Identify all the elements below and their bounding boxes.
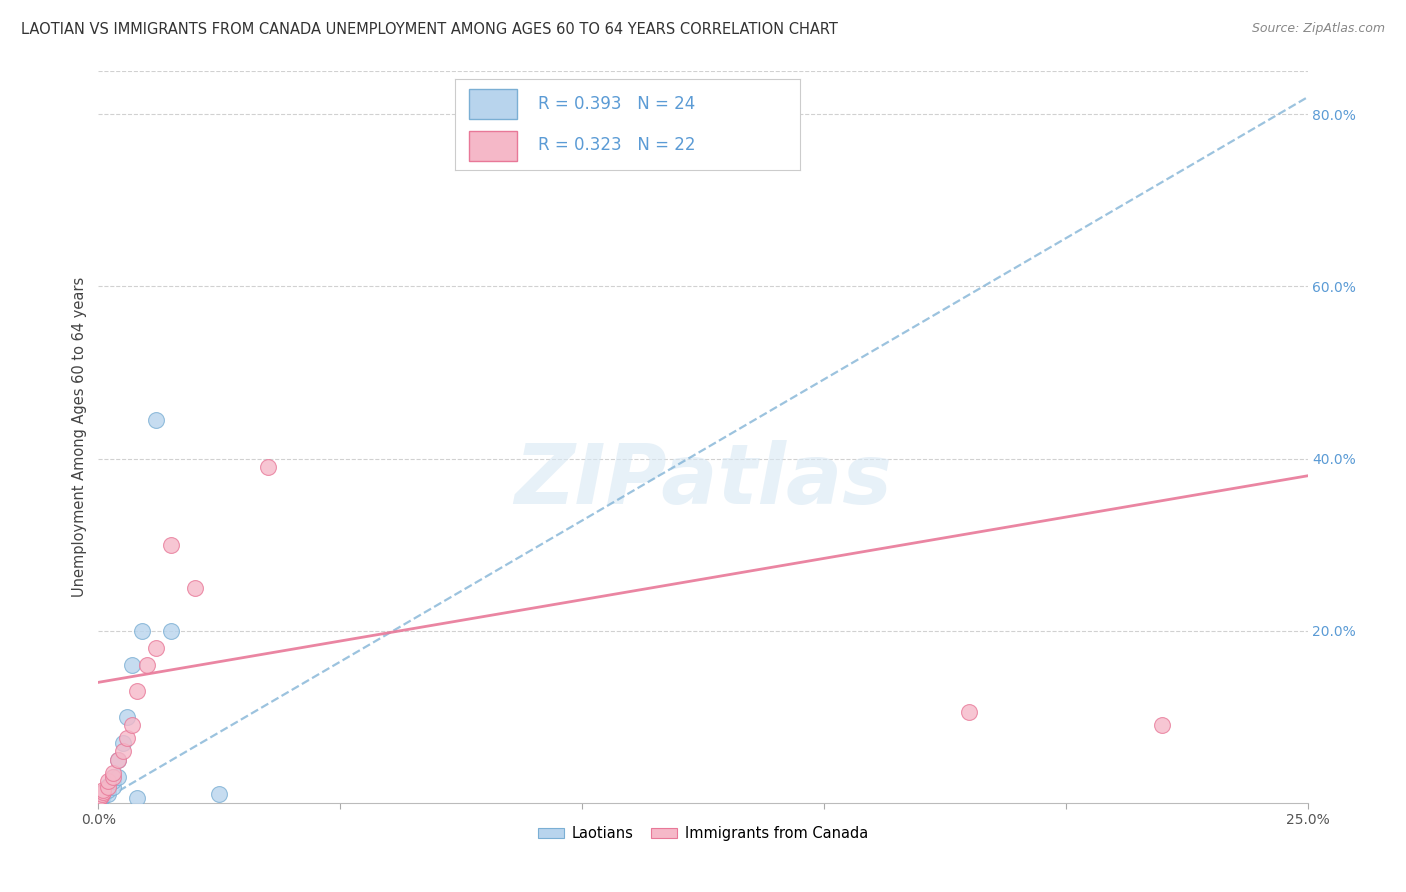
Point [145, 413, 167, 427]
Point [91, 785, 114, 799]
Point [101, 770, 124, 784]
Point [97, 779, 120, 793]
Point [101, 770, 124, 784]
Point [160, 538, 183, 552]
Point [89, 791, 111, 805]
Point [94, 783, 117, 797]
Point [91, 787, 114, 801]
Text: ZIPatlas: ZIPatlas [515, 441, 891, 522]
Point [1152, 718, 1174, 732]
Point [97, 787, 120, 801]
Legend: Laotians, Immigrants from Canada: Laotians, Immigrants from Canada [533, 820, 873, 847]
Point [160, 624, 183, 638]
Point [91, 789, 114, 803]
Point [111, 735, 134, 749]
Point [90, 789, 112, 804]
Point [117, 710, 139, 724]
Point [256, 460, 278, 475]
Point [89, 791, 111, 805]
Point [107, 770, 129, 784]
Point [97, 780, 120, 795]
Point [127, 684, 149, 698]
Point [101, 765, 124, 780]
Point [90, 789, 112, 803]
Point [101, 774, 124, 789]
Point [145, 640, 167, 655]
Point [97, 774, 120, 789]
Y-axis label: Unemployment Among Ages 60 to 64 years: Unemployment Among Ages 60 to 64 years [72, 277, 87, 598]
Point [121, 718, 143, 732]
Point [117, 731, 139, 746]
Point [111, 744, 134, 758]
Point [184, 581, 207, 595]
Point [131, 624, 153, 638]
Point [91, 783, 114, 797]
Point [89, 789, 111, 804]
Point [97, 783, 120, 797]
Point [90, 787, 112, 801]
Point [957, 706, 980, 720]
Point [107, 753, 129, 767]
Point [91, 785, 114, 799]
Point [107, 753, 129, 767]
Text: LAOTIAN VS IMMIGRANTS FROM CANADA UNEMPLOYMENT AMONG AGES 60 TO 64 YEARS CORRELA: LAOTIAN VS IMMIGRANTS FROM CANADA UNEMPL… [21, 22, 838, 37]
Text: Source: ZipAtlas.com: Source: ZipAtlas.com [1251, 22, 1385, 36]
Point [208, 787, 231, 801]
Point [89, 791, 111, 805]
Point [135, 658, 157, 673]
Point [101, 780, 124, 795]
Point [90, 791, 112, 805]
Point [121, 658, 143, 673]
Point [127, 791, 149, 805]
